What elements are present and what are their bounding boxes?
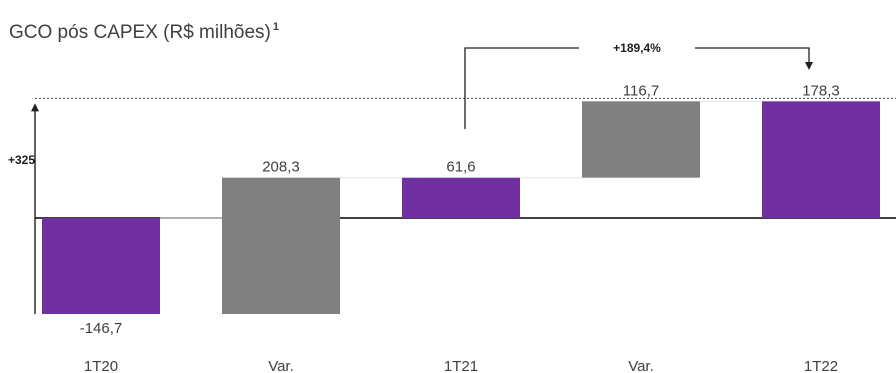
bars-group [35, 100, 896, 314]
value-label: 208,3 [262, 159, 300, 176]
chart-title-superscript: 1 [273, 21, 279, 33]
bar-1t20-0 [42, 218, 160, 314]
category-label: 1T21 [444, 358, 478, 373]
value-label: 116,7 [623, 82, 659, 99]
chart-title-text: GCO pós CAPEX (R$ milhões) [9, 22, 271, 43]
growth-bracket-right [695, 47, 810, 64]
bar-1t22-4 [762, 101, 880, 218]
category-label: 1T22 [804, 358, 838, 373]
bar-var-3 [582, 101, 700, 178]
annotations-group: +325 +189,4% [8, 41, 896, 314]
value-label: 61,6 [446, 159, 475, 176]
value-label: -146,7 [80, 320, 123, 337]
value-label: 178,3 [802, 82, 840, 99]
growth-arrow-head-icon [805, 62, 813, 70]
range-annotation: +325 [8, 153, 35, 167]
bar-1t21-2 [402, 177, 520, 218]
growth-bracket-left [464, 47, 579, 129]
labels-group: -146,7 1T20 208,3 Var. 61,6 1T21 116,7 Var. 178,… [80, 82, 840, 373]
category-label: Var. [268, 358, 294, 373]
bar-var-1 [222, 177, 340, 314]
chart-title: GCO pós CAPEX (R$ milhões) 1 [9, 21, 279, 43]
growth-annotation: +189,4% [613, 41, 661, 55]
category-label: 1T20 [84, 358, 118, 373]
range-arrow-head-icon [31, 103, 39, 112]
category-label: Var. [628, 358, 654, 373]
